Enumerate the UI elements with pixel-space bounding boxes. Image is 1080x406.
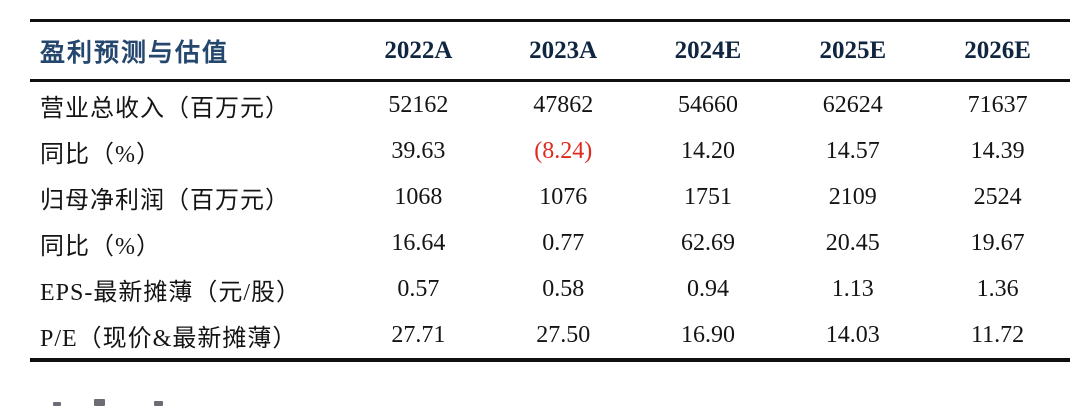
year-header-2024e: 2024E — [635, 20, 781, 82]
cell-net-profit-2026e: 2524 — [973, 183, 1022, 210]
clipped-text-fragment — [94, 399, 105, 406]
cell-pe-2022a: 27.71 — [391, 321, 446, 348]
cell-revenue-yoy-2022a: 39.63 — [391, 137, 446, 164]
row-label-net-profit: 归母净利润（百万元） — [40, 187, 290, 214]
cell-net-profit-2025e: 2109 — [828, 183, 877, 210]
cell-net-profit-2023a: 1076 — [539, 183, 588, 210]
cell-pe-2026e: 11.72 — [971, 321, 1025, 348]
row-label-pe-ratio: P/E（现价&最新摊薄） — [40, 325, 298, 352]
row-label-total-revenue: 营业总收入（百万元） — [40, 95, 290, 122]
cell-revenue-yoy-2026e: 14.39 — [970, 137, 1025, 164]
year-header-2023a: 2023A — [490, 20, 636, 82]
clipped-text-fragment — [154, 401, 163, 406]
cell-revenue-2022a: 52162 — [388, 91, 449, 118]
cell-revenue-yoy-2024e: 14.20 — [680, 137, 735, 164]
cell-revenue-yoy-2023a-negative: (8.24) — [534, 137, 593, 164]
table-row-net-profit: 归母净利润（百万元） 1068 1076 1751 2109 2524 — [30, 174, 1070, 220]
cell-eps-2026e: 1.36 — [976, 275, 1019, 302]
cell-net-profit-yoy-2025e: 20.45 — [825, 229, 880, 256]
cell-pe-2023a: 27.50 — [536, 321, 591, 348]
clipped-text-fragment — [53, 402, 61, 406]
table-row-total-revenue: 营业总收入（百万元） 52162 47862 54660 62624 71637 — [30, 81, 1070, 129]
year-header-2022a: 2022A — [346, 20, 491, 82]
cell-net-profit-2022a: 1068 — [394, 183, 443, 210]
cell-net-profit-yoy-2022a: 16.64 — [391, 229, 446, 256]
profit-forecast-valuation-table: 盈利预测与估值 2022A 2023A 2024E 2025E 2026E 营业… — [30, 19, 1070, 362]
cell-pe-2024e: 16.90 — [680, 321, 735, 348]
year-header-2026e: 2026E — [925, 20, 1070, 82]
table-row-net-profit-yoy: 同比（%） 16.64 0.77 62.69 20.45 19.67 — [30, 220, 1070, 266]
cell-net-profit-yoy-2023a: 0.77 — [542, 229, 585, 256]
cell-eps-2025e: 1.13 — [831, 275, 874, 302]
row-label-eps-diluted: EPS-最新摊薄（元/股） — [40, 279, 302, 306]
table-title: 盈利预测与估值 — [30, 20, 346, 82]
cell-revenue-2025e: 62624 — [822, 91, 883, 118]
year-header-2025e: 2025E — [780, 20, 926, 82]
cell-net-profit-yoy-2026e: 19.67 — [970, 229, 1025, 256]
header-row: 盈利预测与估值 2022A 2023A 2024E 2025E 2026E — [30, 20, 1070, 82]
cell-revenue-2023a: 47862 — [533, 91, 594, 118]
cell-pe-2025e: 14.03 — [825, 321, 880, 348]
row-label-revenue-yoy: 同比（%） — [40, 141, 161, 168]
row-label-net-profit-yoy: 同比（%） — [40, 233, 161, 260]
cell-revenue-2026e: 71637 — [967, 91, 1028, 118]
table-row-pe-ratio: P/E（现价&最新摊薄） 27.71 27.50 16.90 14.03 11.… — [30, 312, 1070, 360]
table-row-eps-diluted: EPS-最新摊薄（元/股） 0.57 0.58 0.94 1.13 1.36 — [30, 266, 1070, 312]
cell-eps-2022a: 0.57 — [397, 275, 440, 302]
cell-net-profit-2024e: 1751 — [683, 183, 732, 210]
cell-eps-2023a: 0.58 — [542, 275, 585, 302]
cell-net-profit-yoy-2024e: 62.69 — [680, 229, 735, 256]
cell-eps-2024e: 0.94 — [686, 275, 729, 302]
cell-revenue-2024e: 54660 — [677, 91, 738, 118]
table-row-revenue-yoy: 同比（%） 39.63 (8.24) 14.20 14.57 14.39 — [30, 128, 1070, 174]
cell-revenue-yoy-2025e: 14.57 — [825, 137, 880, 164]
